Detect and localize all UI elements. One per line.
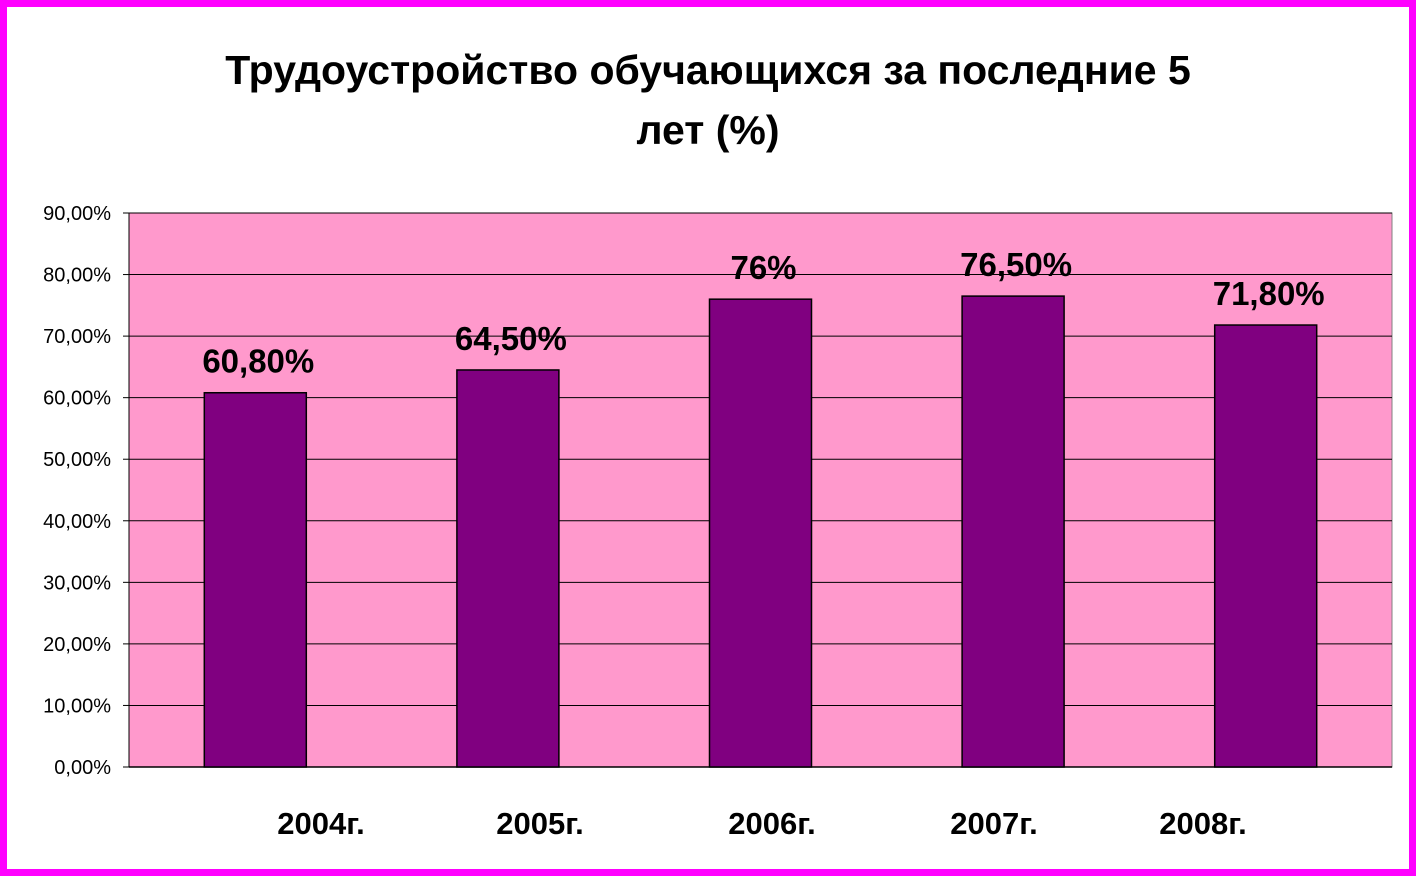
y-tick-label: 60,00% (43, 388, 111, 410)
bar-2008г. (1213, 324, 1318, 768)
y-tick-label: 20,00% (43, 634, 111, 656)
bar-2007г. (961, 295, 1065, 768)
chart-title: Трудоустройство обучающихся за последние… (0, 40, 1416, 160)
x-category-label: 2006г. (728, 806, 815, 841)
data-label-2008г.: 71,80% (1213, 275, 1325, 312)
y-tick-label: 0,00% (54, 757, 111, 779)
y-tick-label: 70,00% (43, 326, 111, 348)
y-tick-label: 90,00% (43, 203, 111, 225)
bar-2005г. (456, 369, 560, 768)
data-label-2006г.: 76% (730, 249, 796, 286)
x-category-label: 2007г. (950, 806, 1037, 841)
x-category-label: 2008г. (1159, 806, 1246, 841)
chart-title-line-2: лет (%) (636, 107, 780, 153)
y-tick-label: 30,00% (43, 572, 111, 594)
y-tick-label: 80,00% (43, 265, 111, 287)
data-label-2005г.: 64,50% (455, 320, 567, 357)
y-tick-label: 10,00% (43, 695, 111, 717)
data-label-2007г.: 76,50% (960, 246, 1072, 283)
y-tick-label: 40,00% (43, 511, 111, 533)
bar-2006г. (708, 298, 813, 768)
x-category-label: 2005г. (496, 806, 583, 841)
x-category-label: 2004г. (277, 806, 364, 841)
data-label-2004г.: 60,80% (202, 343, 314, 380)
y-tick-label: 50,00% (43, 449, 111, 471)
bar-2004г. (203, 391, 308, 768)
chart-title-line-1: Трудоустройство обучающихся за последние… (225, 47, 1191, 93)
